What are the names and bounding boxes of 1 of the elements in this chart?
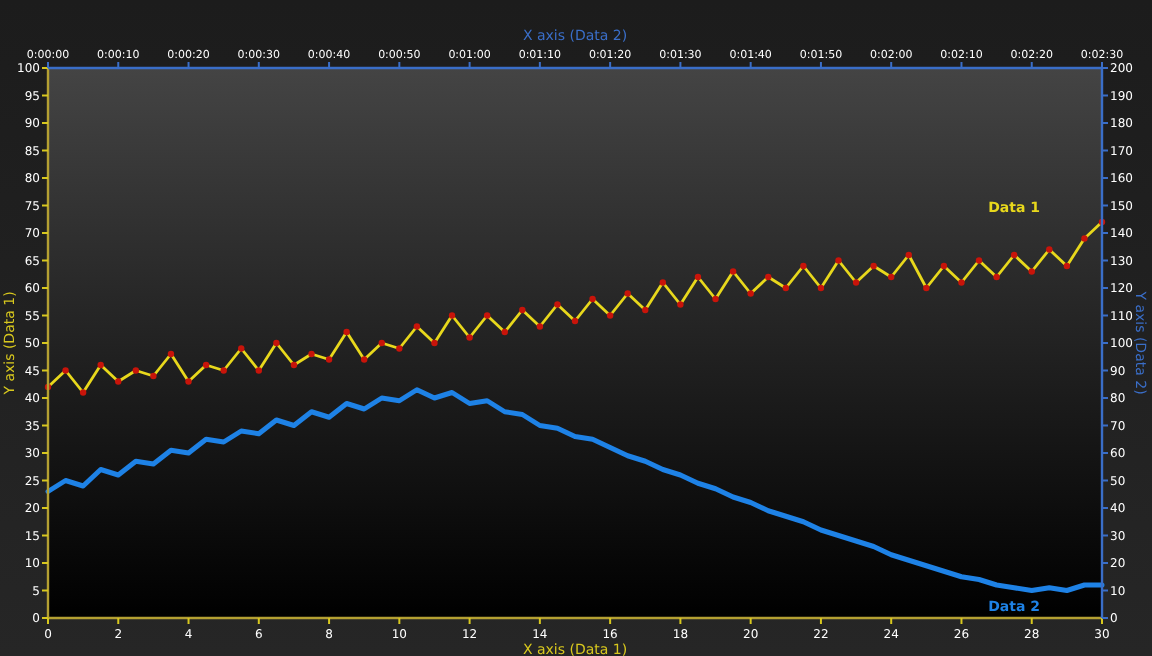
line-series: [45, 387, 1105, 593]
